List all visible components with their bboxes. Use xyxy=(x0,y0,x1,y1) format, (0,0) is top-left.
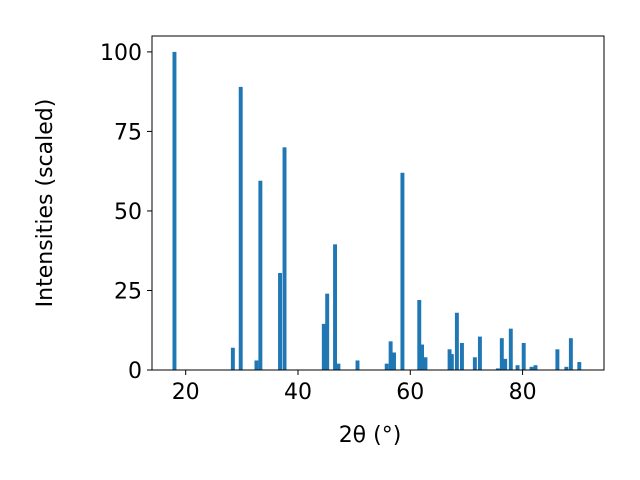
bar xyxy=(529,366,534,370)
y-tick-label: 50 xyxy=(114,200,142,225)
y-tick-label: 25 xyxy=(114,279,142,304)
bar xyxy=(230,347,235,370)
bar xyxy=(521,342,526,370)
bar xyxy=(384,363,389,370)
bar xyxy=(333,244,338,370)
bar xyxy=(495,368,500,370)
bar xyxy=(499,338,504,370)
bar xyxy=(503,358,508,370)
bar xyxy=(258,180,263,370)
y-tick-label: 75 xyxy=(114,120,142,145)
x-tick-label: 80 xyxy=(509,380,537,405)
bar xyxy=(392,352,396,370)
plot-frame xyxy=(151,35,605,371)
bar xyxy=(515,365,520,370)
bar-series xyxy=(172,51,582,371)
bar xyxy=(388,341,393,370)
y-axis-ticks: 0 25 50 75 100 xyxy=(100,41,152,384)
bar xyxy=(355,360,360,370)
bar xyxy=(454,312,459,370)
y-tick-label: 100 xyxy=(100,41,142,66)
bar xyxy=(420,344,425,370)
bar xyxy=(172,51,177,371)
bar xyxy=(417,300,422,370)
bar xyxy=(568,338,573,370)
bar xyxy=(449,354,454,370)
x-tick-label: 60 xyxy=(396,380,424,405)
bar xyxy=(321,323,326,370)
bar xyxy=(282,147,287,370)
bar xyxy=(400,172,405,370)
bar xyxy=(238,86,243,371)
x-tick-label: 20 xyxy=(172,380,200,405)
bar xyxy=(577,362,582,370)
x-axis-label: 2θ (°) xyxy=(339,423,402,448)
bar xyxy=(555,349,560,370)
x-axis-ticks: 20 40 60 80 xyxy=(172,370,537,405)
x-tick-label: 40 xyxy=(284,380,312,405)
bar xyxy=(508,328,513,370)
y-tick-label: 0 xyxy=(128,359,142,384)
bar xyxy=(564,366,569,370)
bar xyxy=(459,342,464,370)
bar xyxy=(472,357,477,370)
bar xyxy=(423,357,428,370)
bar xyxy=(447,349,452,370)
bar xyxy=(325,293,330,370)
bar xyxy=(278,272,282,370)
bar xyxy=(336,363,341,370)
y-axis-label: Intensities (scaled) xyxy=(33,99,58,308)
bar xyxy=(254,360,259,370)
bar xyxy=(533,365,538,370)
bar xyxy=(477,336,482,370)
